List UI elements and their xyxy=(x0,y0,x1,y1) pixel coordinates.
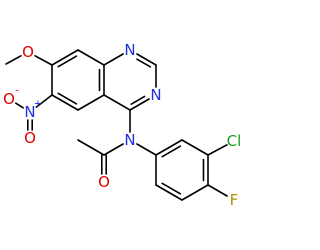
bond xyxy=(181,139,209,156)
bond xyxy=(5,55,22,65)
atom-charge: - xyxy=(15,86,19,97)
bond xyxy=(77,139,105,156)
bond xyxy=(77,94,105,111)
bond xyxy=(103,94,131,111)
double-bond-line xyxy=(161,145,182,158)
bond xyxy=(103,53,124,66)
background xyxy=(0,0,250,250)
bond xyxy=(136,143,157,156)
double-bond-line xyxy=(57,92,78,105)
bond xyxy=(129,98,150,111)
double-bond-line xyxy=(57,55,78,68)
double-bond-line xyxy=(161,182,182,195)
bond xyxy=(181,184,209,201)
double-bond-line xyxy=(130,95,146,105)
bonds xyxy=(5,49,228,201)
bond xyxy=(155,184,183,201)
bond xyxy=(51,94,79,111)
atom-label: N xyxy=(124,131,135,149)
bond xyxy=(103,143,124,156)
atom-charge: + xyxy=(34,99,42,110)
atom-label: O xyxy=(24,129,36,147)
bond xyxy=(207,184,228,197)
bond xyxy=(207,143,228,156)
atom-label: N xyxy=(124,41,135,59)
bond xyxy=(34,55,53,66)
atom-label: N xyxy=(150,86,161,104)
atom-label: O xyxy=(3,90,15,108)
atom-label: Cl xyxy=(227,132,242,150)
bond xyxy=(51,49,79,66)
bond xyxy=(136,53,157,66)
bond xyxy=(35,94,53,108)
atom-label: F xyxy=(230,191,239,209)
bond xyxy=(77,49,105,66)
atom-label: O xyxy=(22,43,34,61)
atom-label: N xyxy=(24,103,35,121)
double-bond-line xyxy=(136,58,152,68)
atom-label: O xyxy=(98,173,110,191)
bond xyxy=(155,139,183,156)
bond xyxy=(15,102,24,109)
